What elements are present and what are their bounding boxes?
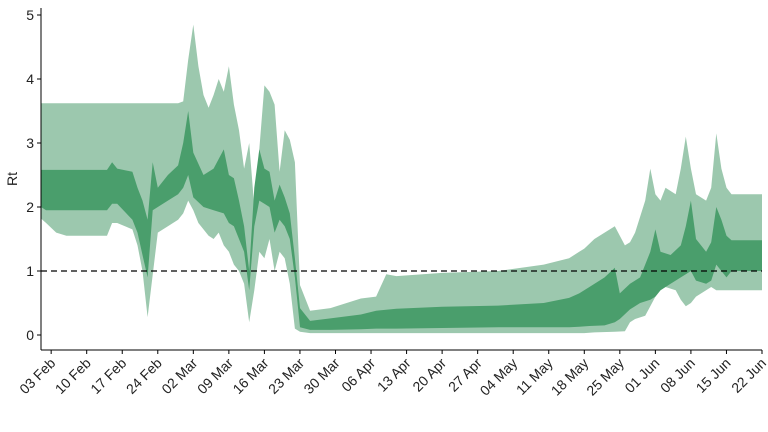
y-ticks: 0 1 2 3 4 5 <box>26 7 41 343</box>
x-tick-label: 25 May <box>583 355 627 399</box>
x-tick-label: 16 Mar <box>229 355 271 397</box>
x-tick-label: 10 Feb <box>52 355 94 397</box>
x-tick-label: 15 Jun <box>693 355 734 396</box>
x-tick-label: 09 Mar <box>194 355 236 397</box>
x-tick-label: 08 Jun <box>657 355 698 396</box>
interval-bands <box>41 24 762 334</box>
x-tick-label: 23 Mar <box>265 355 307 397</box>
x-tick-label: 13 Apr <box>374 355 414 395</box>
y-axis-title: Rt <box>4 172 20 186</box>
y-tick-label: 5 <box>26 7 34 23</box>
x-tick-label: 04 May <box>477 355 521 399</box>
outer-interval-band <box>41 24 762 334</box>
x-tick-label: 06 Apr <box>338 355 378 395</box>
axes <box>40 8 762 351</box>
x-tick-label: 22 Jun <box>728 355 768 396</box>
x-tick-label: 18 May <box>548 355 592 399</box>
y-tick-label: 1 <box>26 263 34 279</box>
inner-interval-band <box>41 111 762 330</box>
y-tick-label: 3 <box>26 135 34 151</box>
x-tick-label: 01 Jun <box>621 355 662 396</box>
y-tick-label: 4 <box>26 71 34 87</box>
x-tick-label: 24 Feb <box>123 355 165 397</box>
x-tick-label: 02 Mar <box>158 355 200 397</box>
y-tick-label: 0 <box>26 327 34 343</box>
x-tick-label: 03 Feb <box>16 355 58 397</box>
x-tick-label: 30 Mar <box>300 355 342 397</box>
x-tick-label: 17 Feb <box>87 355 129 397</box>
x-tick-label: 11 May <box>513 355 556 398</box>
y-tick-label: 2 <box>26 199 34 215</box>
x-tick-label: 20 Apr <box>409 355 449 395</box>
